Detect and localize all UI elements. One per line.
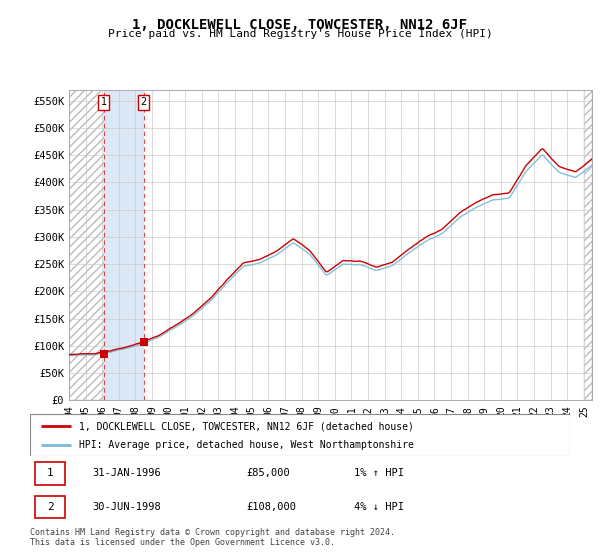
Text: 2: 2 xyxy=(140,97,147,108)
Text: £108,000: £108,000 xyxy=(246,502,296,512)
Text: HPI: Average price, detached house, West Northamptonshire: HPI: Average price, detached house, West… xyxy=(79,440,413,450)
Text: Price paid vs. HM Land Registry's House Price Index (HPI): Price paid vs. HM Land Registry's House … xyxy=(107,29,493,39)
Text: 4% ↓ HPI: 4% ↓ HPI xyxy=(354,502,404,512)
Bar xyxy=(35,462,65,484)
Text: Contains HM Land Registry data © Crown copyright and database right 2024.
This d: Contains HM Land Registry data © Crown c… xyxy=(30,528,395,547)
Text: 1: 1 xyxy=(47,468,53,478)
Text: 30-JUN-1998: 30-JUN-1998 xyxy=(92,502,161,512)
Bar xyxy=(584,90,592,400)
Text: 1, DOCKLEWELL CLOSE, TOWCESTER, NN12 6JF (detached house): 1, DOCKLEWELL CLOSE, TOWCESTER, NN12 6JF… xyxy=(79,421,413,431)
Text: 31-JAN-1996: 31-JAN-1996 xyxy=(92,468,161,478)
Text: £85,000: £85,000 xyxy=(246,468,290,478)
Bar xyxy=(69,90,104,400)
Bar xyxy=(35,496,65,518)
Text: 1: 1 xyxy=(100,97,107,108)
Text: 1% ↑ HPI: 1% ↑ HPI xyxy=(354,468,404,478)
Text: 1, DOCKLEWELL CLOSE, TOWCESTER, NN12 6JF: 1, DOCKLEWELL CLOSE, TOWCESTER, NN12 6JF xyxy=(133,18,467,32)
Bar xyxy=(104,90,144,400)
Text: 2: 2 xyxy=(47,502,53,512)
